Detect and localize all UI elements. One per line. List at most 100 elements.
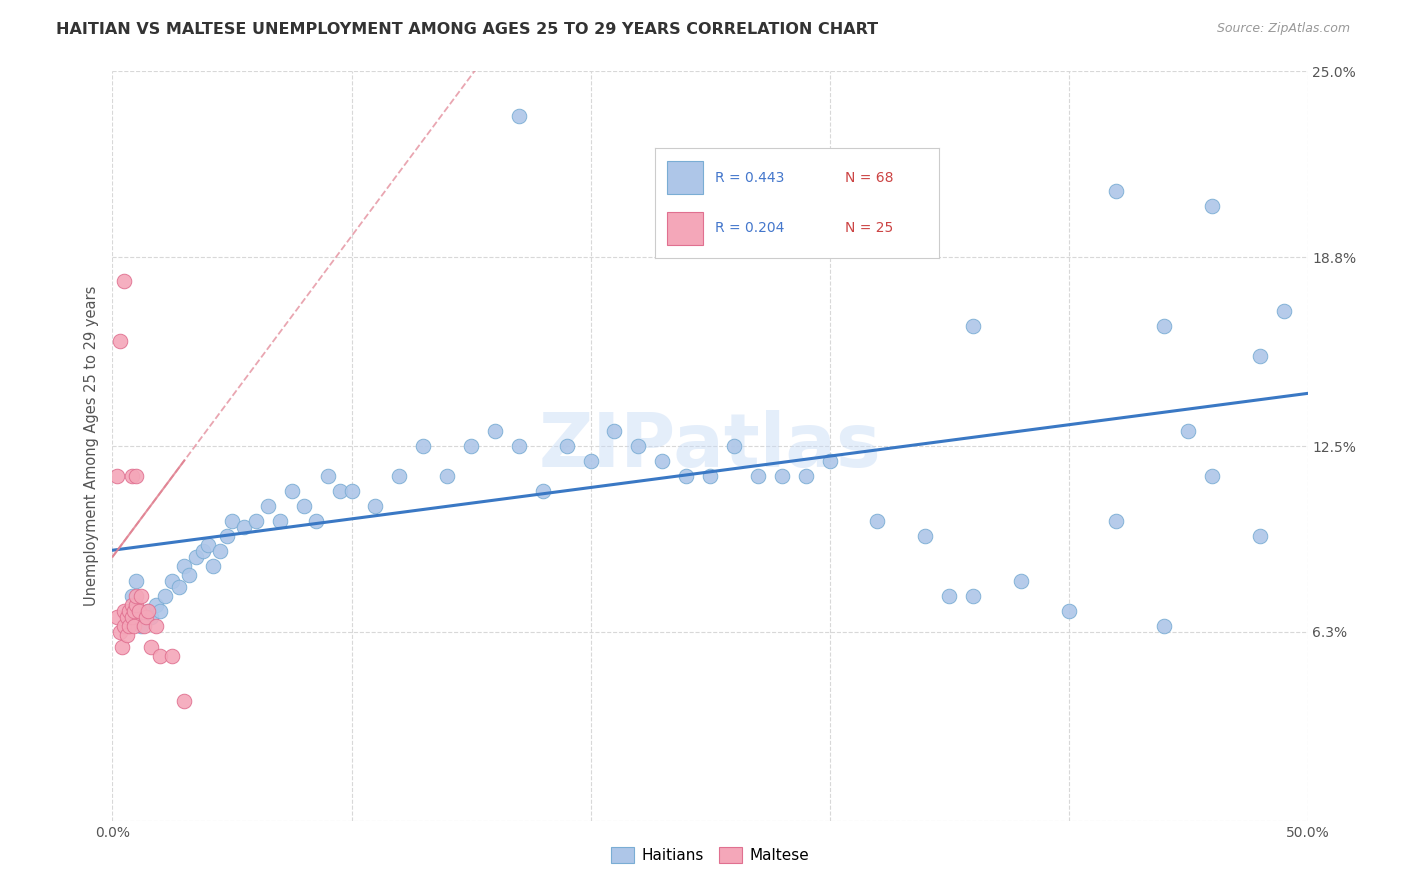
- Point: [122, 619, 145, 633]
- Point: [139, 610, 162, 624]
- Text: N = 68: N = 68: [845, 171, 894, 185]
- Point: [125, 589, 148, 603]
- Text: ZIPatlas: ZIPatlas: [538, 409, 882, 483]
- Point: [122, 604, 145, 618]
- Point: [125, 469, 148, 483]
- Point: [114, 619, 135, 633]
- Point: [138, 604, 160, 618]
- Point: [129, 619, 152, 633]
- Point: [145, 598, 167, 612]
- Point: [209, 544, 232, 558]
- Point: [1272, 304, 1295, 318]
- Point: [723, 439, 745, 453]
- Point: [962, 589, 984, 603]
- Point: [1105, 514, 1128, 528]
- Point: [145, 619, 167, 633]
- Point: [1249, 529, 1271, 543]
- Point: [603, 424, 626, 438]
- Point: [135, 610, 157, 624]
- Point: [1249, 349, 1271, 363]
- Point: [1105, 184, 1128, 198]
- Point: [531, 483, 554, 498]
- Point: [699, 469, 721, 483]
- Point: [305, 514, 328, 528]
- Point: [747, 469, 769, 483]
- Point: [938, 589, 960, 603]
- Point: [627, 439, 650, 453]
- Point: [292, 499, 315, 513]
- Point: [412, 439, 434, 453]
- Point: [121, 598, 143, 612]
- Point: [818, 454, 841, 468]
- Point: [138, 604, 160, 618]
- Point: [866, 514, 889, 528]
- Point: [245, 514, 267, 528]
- Point: [794, 469, 817, 483]
- Point: [579, 454, 602, 468]
- Point: [1177, 424, 1199, 438]
- Point: [149, 648, 172, 663]
- Point: [121, 469, 143, 483]
- Point: [269, 514, 291, 528]
- Point: [651, 454, 673, 468]
- Point: [118, 604, 141, 618]
- Point: [201, 558, 224, 573]
- Text: R = 0.443: R = 0.443: [714, 171, 785, 185]
- Point: [914, 529, 936, 543]
- Text: HAITIAN VS MALTESE UNEMPLOYMENT AMONG AGES 25 TO 29 YEARS CORRELATION CHART: HAITIAN VS MALTESE UNEMPLOYMENT AMONG AG…: [56, 22, 879, 37]
- Point: [436, 469, 458, 483]
- Point: [121, 610, 143, 624]
- Point: [460, 439, 482, 453]
- Point: [186, 549, 208, 564]
- Point: [125, 598, 148, 612]
- Point: [1010, 574, 1032, 588]
- Point: [121, 589, 143, 603]
- Point: [340, 483, 363, 498]
- Point: [149, 604, 172, 618]
- Point: [162, 648, 183, 663]
- Point: [316, 469, 339, 483]
- Point: [1201, 199, 1223, 213]
- Point: [388, 469, 411, 483]
- Point: [105, 469, 128, 483]
- Point: [1201, 469, 1223, 483]
- Point: [555, 439, 578, 453]
- Point: [162, 574, 183, 588]
- Point: [1153, 319, 1175, 334]
- Point: [115, 610, 138, 624]
- Text: Source: ZipAtlas.com: Source: ZipAtlas.com: [1216, 22, 1350, 36]
- Point: [173, 558, 195, 573]
- Point: [1057, 604, 1080, 618]
- Point: [132, 619, 155, 633]
- Text: N = 25: N = 25: [845, 221, 893, 235]
- Point: [508, 439, 530, 453]
- Point: [818, 214, 841, 228]
- Point: [193, 544, 215, 558]
- Point: [217, 529, 239, 543]
- Point: [770, 469, 793, 483]
- Point: [173, 694, 195, 708]
- Point: [105, 610, 128, 624]
- Point: [221, 514, 243, 528]
- Point: [508, 109, 530, 123]
- Point: [139, 640, 162, 654]
- Point: [129, 589, 152, 603]
- Point: [125, 574, 148, 588]
- Bar: [666, 212, 703, 245]
- Point: [111, 640, 134, 654]
- Point: [257, 499, 280, 513]
- Point: [1153, 619, 1175, 633]
- Point: [169, 580, 191, 594]
- Point: [329, 483, 352, 498]
- Point: [962, 319, 984, 334]
- Point: [484, 424, 506, 438]
- Point: [108, 624, 131, 639]
- Point: [197, 538, 219, 552]
- Point: [233, 520, 256, 534]
- Bar: [666, 161, 703, 194]
- Point: [114, 604, 135, 618]
- Point: [108, 334, 131, 348]
- Text: R = 0.204: R = 0.204: [714, 221, 785, 235]
- Legend: Haitians, Maltese: Haitians, Maltese: [605, 841, 815, 869]
- Point: [153, 589, 176, 603]
